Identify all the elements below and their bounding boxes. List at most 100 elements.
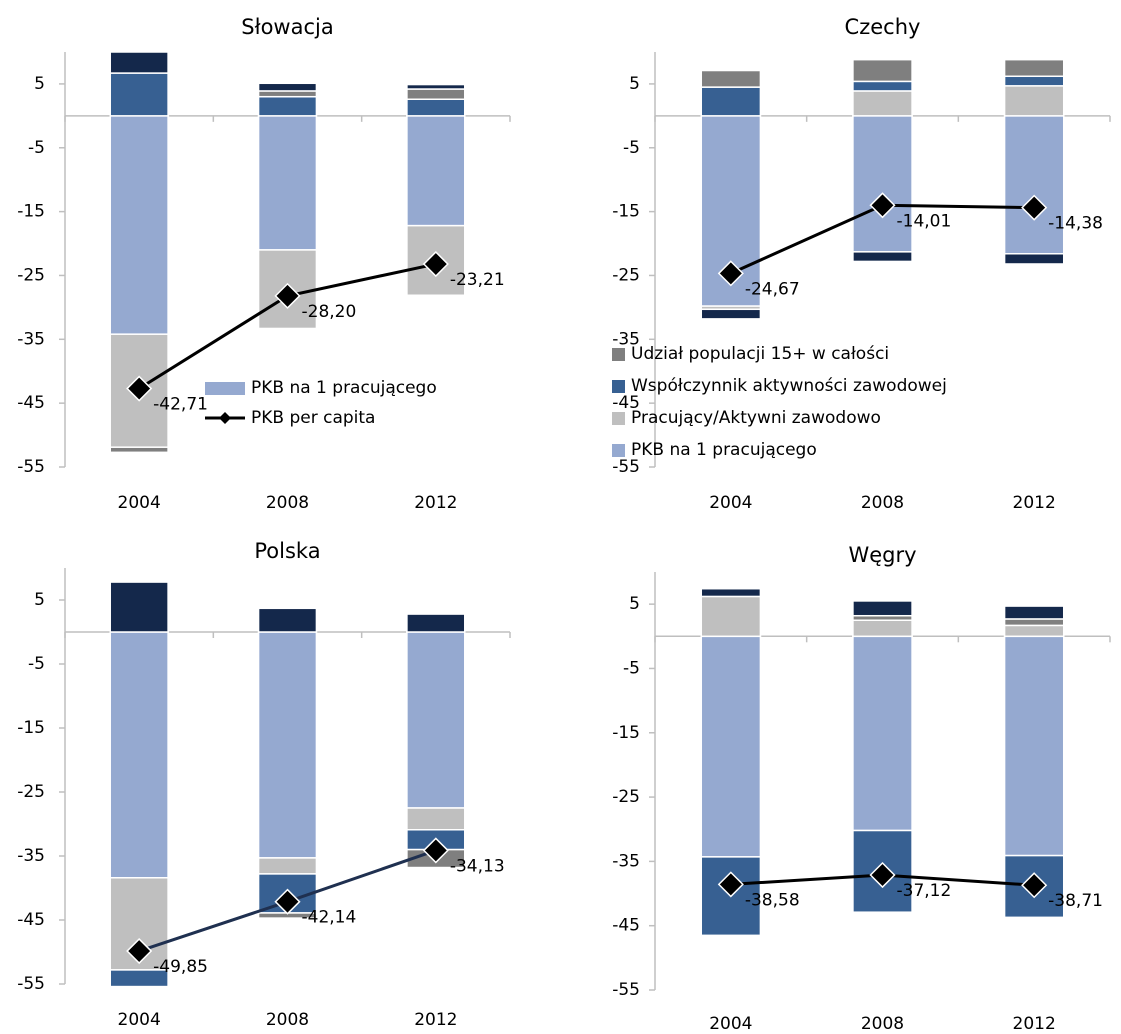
data-label: -34,13 [450,856,505,876]
bar-segment [109,72,169,117]
y-tick-label: -5 [28,654,45,674]
legend-swatch [205,382,245,395]
bar-segment [700,595,762,638]
bar-segment [109,631,169,879]
panel-title: Węgry [848,543,916,567]
y-tick-label: -25 [612,787,640,807]
bar-segment [257,857,318,875]
legend-marker [219,412,231,424]
x-tick-label: 2008 [266,493,309,513]
bar-segment [109,115,169,335]
legend-swatch [612,380,625,393]
bar-segment [406,807,466,831]
data-label: -49,85 [153,957,208,977]
bar-segment [852,600,913,617]
bar-segment [852,80,913,92]
x-tick-label: 2004 [118,493,161,513]
y-tick-label: -25 [17,782,45,802]
line-marker [422,250,449,278]
bar-segment [109,446,169,454]
y-tick-label: -55 [612,457,640,477]
legend-label: Współczynnik aktywności zawodowej [631,376,947,396]
bar-segment [109,969,169,988]
data-label: -14,38 [1048,214,1103,234]
x-tick-label: 2008 [861,1014,904,1034]
bar-segment [257,115,318,251]
legend-swatch [612,412,625,425]
y-tick-label: -35 [17,846,45,866]
bar-segment [1003,624,1065,638]
y-tick-label: 5 [629,74,640,94]
bar-segment [1003,618,1065,627]
bar-segment [852,619,913,638]
line-marker [274,888,301,915]
x-tick-label: 2008 [861,493,904,513]
line-marker [422,837,449,864]
line-marker [717,871,744,898]
y-tick-label: -55 [612,980,640,1000]
bar-segment [406,98,466,117]
y-tick-label: -45 [17,393,45,413]
bar-segment [406,88,466,100]
legend-swatch [612,348,625,361]
bar-segment [1003,85,1065,117]
panel: Słowacja 5 -5 -15 -25 -35 -45 -55 2004 2008 2012 -4… [17,15,511,513]
data-label: -42,14 [302,908,357,928]
bar-segment [406,613,466,633]
y-tick-label: -5 [623,658,640,678]
bar-segment [852,635,913,832]
data-label: -24,67 [745,279,800,299]
data-label: -14,01 [897,211,952,231]
bar-segment [852,251,913,263]
line-marker [274,282,301,309]
y-tick-label: 5 [34,590,45,610]
panel: Polska 5 -5 -15 -25 -35 -45 -55 2004 2008 2012 -49,… [17,539,511,1030]
legend-label: Pracujący/Aktywni zawodowo [631,408,881,428]
bar-segment [1003,635,1065,857]
line-marker [1021,194,1048,221]
y-tick-label: -15 [17,202,45,222]
x-tick-label: 2012 [414,1010,457,1030]
bar-segment [700,308,762,320]
panel: Czechy 5 -5 -15 -25 -35 -45 -55 2004 2008 2012 -24,… [612,15,1111,513]
x-tick-label: 2004 [709,493,752,513]
data-label: -37,12 [897,881,952,901]
data-label: -42,71 [153,395,208,415]
bar-segment [257,607,318,633]
y-tick-label: 5 [34,74,45,94]
y-tick-label: -15 [17,718,45,738]
x-tick-label: 2012 [1013,493,1056,513]
panel-title: Słowacja [241,15,333,39]
bar-segment [406,83,466,90]
bar-segment [257,90,318,98]
x-tick-label: 2004 [118,1010,161,1030]
bar-segment [700,587,762,598]
data-label: -23,21 [450,270,505,290]
line-marker [126,937,153,965]
bar-segment [406,115,466,227]
y-tick-label: -35 [612,329,640,349]
bar-segment [257,631,318,859]
y-tick-label: -45 [17,910,45,930]
panel: Węgry 5 -5 -15 -25 -35 -45 -55 2004 2008 2012 -38,5… [612,543,1111,1034]
x-tick-label: 2012 [1013,1014,1056,1034]
bar-segment [257,82,318,92]
y-tick-label: -5 [623,138,640,158]
legend-swatch [612,444,625,457]
bar-segment [257,95,318,117]
y-tick-label: -35 [612,851,640,871]
bar-segment [852,115,913,253]
x-tick-label: 2012 [414,493,457,513]
line-marker [126,375,153,402]
bar-segment [1003,115,1065,255]
data-label: -38,58 [745,890,800,910]
line-marker [869,861,896,889]
y-tick-label: -55 [17,457,45,477]
y-tick-label: -45 [612,393,640,413]
bar-segment [1003,253,1065,265]
line-marker [717,260,744,287]
legend-label: PKB per capita [251,408,375,428]
bar-segment [406,631,466,809]
legend-label: PKB na 1 pracującego [251,378,437,398]
